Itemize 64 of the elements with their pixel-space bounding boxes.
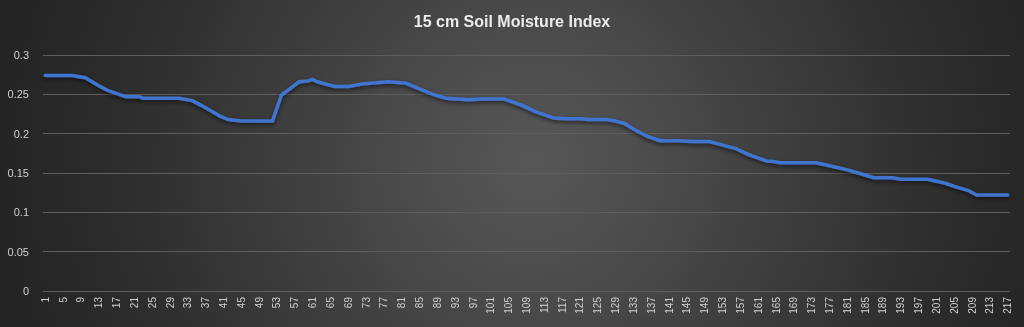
y-tick-label: 0.05 [7, 245, 29, 258]
x-tick-label: 205 [948, 296, 960, 314]
x-tick-label: 37 [200, 296, 212, 309]
x-tick-label: 33 [182, 296, 194, 309]
y-tick-label: 0.3 [13, 49, 29, 61]
chart-title: 15 cm Soil Moisture Index [413, 12, 611, 30]
line-series [43, 73, 1010, 197]
x-tick-label: 65 [324, 296, 336, 309]
x-tick-label: 161 [752, 296, 764, 314]
x-tick-label: 77 [378, 296, 390, 309]
x-tick-label: 157 [734, 296, 746, 314]
x-tick-label: 49 [253, 296, 265, 309]
y-tick-label: 0 [22, 285, 29, 297]
x-tick-label: 185 [859, 296, 871, 314]
x-tick-label: 125 [592, 296, 604, 314]
x-tick-label: 13 [93, 296, 105, 309]
x-tick-label: 61 [307, 296, 319, 309]
x-tick-label: 41 [217, 296, 229, 309]
x-tick-label: 129 [610, 296, 622, 314]
x-tick-label: 121 [574, 296, 586, 314]
x-tick-label: 93 [449, 296, 461, 309]
x-tick-label: 177 [824, 296, 836, 314]
x-tick-label: 21 [128, 296, 140, 309]
x-tick-label: 213 [984, 296, 996, 314]
y-tick-label: 0.2 [13, 127, 29, 140]
x-tick-label: 85 [414, 296, 426, 309]
x-tick-label: 201 [930, 296, 942, 314]
x-tick-label: 17 [111, 296, 123, 309]
x-tick-label: 113 [538, 296, 550, 313]
x-tick-label: 117 [556, 296, 568, 313]
x-tick-label: 53 [271, 296, 283, 309]
x-tick-label: 169 [788, 296, 800, 314]
y-tick-label: 0.25 [7, 88, 29, 101]
x-tick-label: 165 [770, 296, 782, 314]
x-tick-label: 149 [699, 296, 711, 314]
x-tick-label: 209 [966, 296, 978, 314]
x-tick-label: 1 [39, 296, 51, 303]
x-tick-label: 81 [396, 296, 408, 309]
y-tick-label: 0.15 [7, 167, 29, 179]
x-tick-label: 153 [717, 296, 729, 314]
x-tick-label: 197 [913, 296, 925, 314]
x-tick-label: 109 [521, 296, 532, 314]
x-tick-label: 181 [841, 296, 853, 314]
x-tick-label: 25 [146, 296, 158, 309]
x-tick-label: 141 [663, 296, 675, 314]
x-tick-label: 73 [360, 296, 372, 309]
x-tick-label: 101 [485, 296, 497, 314]
x-tick-label: 105 [503, 296, 515, 314]
x-tick-label: 189 [877, 296, 889, 314]
x-tick-label: 89 [431, 296, 443, 309]
x-tick-label: 9 [75, 296, 87, 303]
x-tick-label: 29 [164, 296, 176, 309]
x-tick-label: 173 [806, 296, 818, 314]
x-tick-label: 217 [1002, 296, 1014, 314]
x-tick-label: 137 [645, 296, 657, 314]
x-tick-label: 57 [289, 296, 301, 309]
x-tick-label: 69 [342, 296, 354, 309]
x-tick-label: 97 [467, 296, 479, 309]
y-tick-label: 0.1 [13, 206, 29, 219]
x-tick-label: 5 [57, 296, 69, 303]
x-tick-label: 133 [627, 296, 639, 314]
x-tick-label: 145 [681, 296, 693, 314]
x-tick-label: 45 [235, 296, 247, 309]
x-tick-label: 193 [895, 296, 907, 314]
